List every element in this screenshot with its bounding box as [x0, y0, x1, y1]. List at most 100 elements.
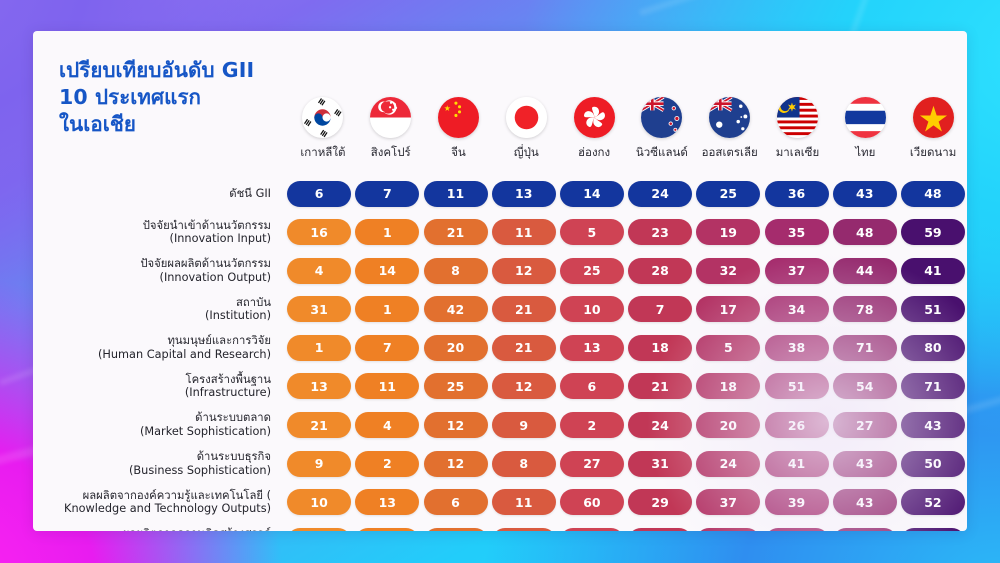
rank-pill[interactable]: 9: [491, 412, 556, 439]
rank-pill[interactable]: 51: [900, 296, 965, 323]
rank-pill[interactable]: 19: [696, 219, 761, 246]
rank-pill[interactable]: 5: [559, 527, 624, 531]
rank-pill[interactable]: 7: [355, 334, 420, 361]
rank-pill[interactable]: 41: [900, 257, 965, 284]
rank-pill[interactable]: 27: [559, 450, 624, 477]
rank-pill[interactable]: 21: [355, 527, 420, 531]
rank-pill[interactable]: 14: [355, 257, 420, 284]
rank-pill[interactable]: 13: [355, 489, 420, 516]
rank-pill[interactable]: 80: [900, 334, 965, 361]
rank-pill[interactable]: 31: [287, 296, 352, 323]
rank-pill[interactable]: 38: [764, 334, 829, 361]
rank-pill[interactable]: 17: [696, 296, 761, 323]
rank-pill[interactable]: 49: [832, 527, 897, 531]
rank-pill[interactable]: 34: [764, 296, 829, 323]
rank-pill[interactable]: 4: [287, 257, 352, 284]
rank-pill[interactable]: 42: [423, 296, 488, 323]
rank-pill[interactable]: 12: [423, 450, 488, 477]
rank-pill[interactable]: 2: [355, 450, 420, 477]
rank-pill[interactable]: 6: [423, 489, 488, 516]
rank-pill[interactable]: 43: [832, 489, 897, 516]
rank-pill[interactable]: 1: [355, 296, 420, 323]
rank-pill[interactable]: 13: [559, 334, 624, 361]
rank-pill[interactable]: 37: [696, 489, 761, 516]
rank-pill[interactable]: 24: [628, 180, 693, 207]
rank-pill[interactable]: 6: [559, 373, 624, 400]
rank-pill[interactable]: 35: [764, 219, 829, 246]
rank-pill[interactable]: 24: [696, 450, 761, 477]
rank-pill[interactable]: 8: [491, 450, 556, 477]
rank-pill[interactable]: 71: [900, 373, 965, 400]
rank-pill[interactable]: 25: [559, 257, 624, 284]
rank-pill[interactable]: 9: [287, 450, 352, 477]
rank-pill[interactable]: 23: [628, 219, 693, 246]
rank-pill[interactable]: 37: [764, 257, 829, 284]
rank-pill[interactable]: 43: [900, 412, 965, 439]
rank-pill[interactable]: 4: [287, 527, 352, 531]
rank-pill[interactable]: 21: [491, 334, 556, 361]
rank-pill[interactable]: 5: [696, 334, 761, 361]
rank-pill[interactable]: 20: [423, 334, 488, 361]
rank-pill[interactable]: 11: [491, 219, 556, 246]
rank-pill[interactable]: 59: [900, 219, 965, 246]
rank-pill[interactable]: 78: [832, 296, 897, 323]
rank-pill[interactable]: 16: [287, 219, 352, 246]
rank-pill[interactable]: 14: [559, 180, 624, 207]
rank-pill[interactable]: 2: [559, 412, 624, 439]
rank-pill[interactable]: 12: [491, 373, 556, 400]
rank-pill[interactable]: 27: [832, 412, 897, 439]
rank-pill[interactable]: 21: [491, 296, 556, 323]
rank-pill[interactable]: 44: [832, 257, 897, 284]
rank-pill[interactable]: 21: [628, 373, 693, 400]
rank-pill[interactable]: 10: [559, 296, 624, 323]
rank-pill[interactable]: 8: [423, 257, 488, 284]
rank-pill[interactable]: 39: [764, 489, 829, 516]
rank-pill[interactable]: 6: [287, 180, 352, 207]
rank-pill[interactable]: 36: [764, 180, 829, 207]
rank-pill[interactable]: 4: [355, 412, 420, 439]
rank-pill[interactable]: 29: [628, 489, 693, 516]
rank-pill[interactable]: 26: [764, 412, 829, 439]
rank-pill[interactable]: 21: [287, 412, 352, 439]
rank-pill[interactable]: 10: [287, 489, 352, 516]
rank-pill[interactable]: 21: [423, 219, 488, 246]
rank-pill[interactable]: 25: [696, 180, 761, 207]
rank-pill[interactable]: 12: [423, 412, 488, 439]
rank-pill[interactable]: 20: [696, 412, 761, 439]
rank-pill[interactable]: 22: [628, 527, 693, 531]
rank-pill[interactable]: 18: [696, 373, 761, 400]
rank-pill[interactable]: 43: [832, 450, 897, 477]
rank-pill[interactable]: 25: [423, 373, 488, 400]
rank-pill[interactable]: 41: [764, 450, 829, 477]
rank-pill[interactable]: 54: [832, 373, 897, 400]
rank-pill[interactable]: 51: [764, 373, 829, 400]
rank-pill[interactable]: 60: [559, 489, 624, 516]
rank-pill[interactable]: 5: [559, 219, 624, 246]
rank-pill[interactable]: 43: [832, 180, 897, 207]
rank-pill[interactable]: 7: [355, 180, 420, 207]
rank-pill[interactable]: 28: [628, 257, 693, 284]
rank-pill[interactable]: 1: [287, 334, 352, 361]
rank-pill[interactable]: 19: [491, 527, 556, 531]
rank-pill[interactable]: 41: [764, 527, 829, 531]
rank-pill[interactable]: 1: [355, 219, 420, 246]
rank-pill[interactable]: 13: [287, 373, 352, 400]
rank-pill[interactable]: 27: [696, 527, 761, 531]
rank-pill[interactable]: 32: [696, 257, 761, 284]
rank-pill[interactable]: 71: [832, 334, 897, 361]
rank-pill[interactable]: 13: [491, 180, 556, 207]
rank-pill[interactable]: 11: [491, 489, 556, 516]
rank-pill[interactable]: 11: [423, 527, 488, 531]
rank-pill[interactable]: 7: [628, 296, 693, 323]
rank-pill[interactable]: 35: [900, 527, 965, 531]
rank-pill[interactable]: 48: [900, 180, 965, 207]
rank-pill[interactable]: 50: [900, 450, 965, 477]
rank-pill[interactable]: 24: [628, 412, 693, 439]
rank-pill[interactable]: 31: [628, 450, 693, 477]
rank-pill[interactable]: 12: [491, 257, 556, 284]
rank-pill[interactable]: 52: [900, 489, 965, 516]
rank-pill[interactable]: 11: [355, 373, 420, 400]
rank-pill[interactable]: 48: [832, 219, 897, 246]
rank-pill[interactable]: 11: [423, 180, 488, 207]
rank-pill[interactable]: 18: [628, 334, 693, 361]
